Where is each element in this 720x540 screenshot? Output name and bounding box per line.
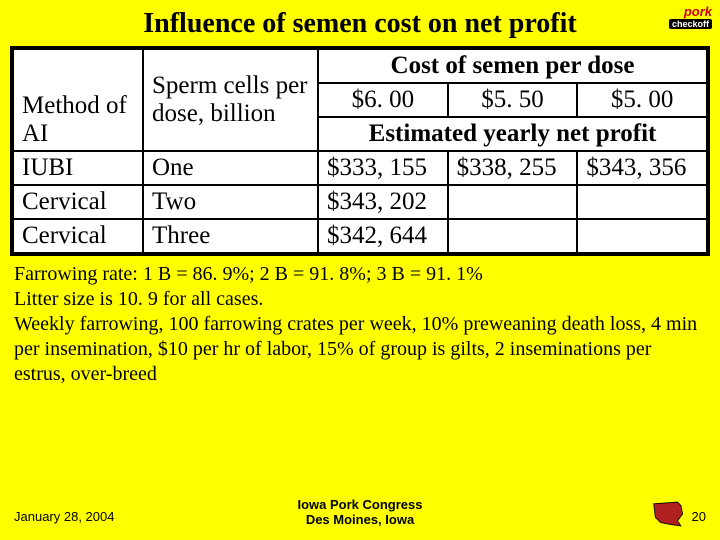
cell-v3 bbox=[577, 185, 707, 219]
price-6: $6. 00 bbox=[318, 83, 448, 117]
page-number: 20 bbox=[692, 509, 706, 524]
cell-v2 bbox=[448, 219, 578, 253]
note-line: Litter size is 10. 9 for all cases. bbox=[14, 287, 706, 312]
logo-word: pork bbox=[684, 4, 712, 19]
note-line: Farrowing rate: 1 B = 86. 9%; 2 B = 91. … bbox=[14, 262, 706, 287]
cell-v3 bbox=[577, 219, 707, 253]
footer: January 28, 2004 Iowa Pork Congress Des … bbox=[0, 490, 720, 530]
profit-table: Method of AI Sperm cells per dose, billi… bbox=[10, 46, 710, 256]
footer-line2: Des Moines, Iowa bbox=[306, 512, 414, 527]
footer-line1: Iowa Pork Congress bbox=[298, 497, 423, 512]
logo-sub: checkoff bbox=[669, 19, 712, 29]
table-row: Cervical Two $343, 202 bbox=[13, 185, 707, 219]
cell-v3: $343, 356 bbox=[577, 151, 707, 185]
cell-v2: $338, 255 bbox=[448, 151, 578, 185]
col-header-method: Method of AI bbox=[13, 49, 143, 151]
est-header: Estimated yearly net profit bbox=[318, 117, 707, 151]
cell-sperm: Three bbox=[143, 219, 318, 253]
cost-header: Cost of semen per dose bbox=[318, 49, 707, 83]
page-title: Influence of semen cost on net profit bbox=[0, 0, 720, 46]
price-5-50: $5. 50 bbox=[448, 83, 578, 117]
note-line: Weekly farrowing, 100 farrowing crates p… bbox=[14, 312, 706, 387]
cell-method: Cervical bbox=[13, 219, 143, 253]
cell-method: IUBI bbox=[13, 151, 143, 185]
footer-center: Iowa Pork Congress Des Moines, Iowa bbox=[0, 498, 720, 528]
cell-method: Cervical bbox=[13, 185, 143, 219]
cell-sperm: Two bbox=[143, 185, 318, 219]
price-5: $5. 00 bbox=[577, 83, 707, 117]
table-row: IUBI One $333, 155 $338, 255 $343, 356 bbox=[13, 151, 707, 185]
cell-v2 bbox=[448, 185, 578, 219]
state-outline-icon bbox=[652, 500, 686, 528]
table-row: Cervical Three $342, 644 bbox=[13, 219, 707, 253]
cell-v1: $342, 644 bbox=[318, 219, 448, 253]
cell-sperm: One bbox=[143, 151, 318, 185]
footnotes: Farrowing rate: 1 B = 86. 9%; 2 B = 91. … bbox=[0, 256, 720, 387]
col-header-sperm: Sperm cells per dose, billion bbox=[143, 49, 318, 151]
cell-v1: $343, 202 bbox=[318, 185, 448, 219]
pork-checkoff-logo: pork checkoff bbox=[669, 4, 712, 30]
cell-v1: $333, 155 bbox=[318, 151, 448, 185]
